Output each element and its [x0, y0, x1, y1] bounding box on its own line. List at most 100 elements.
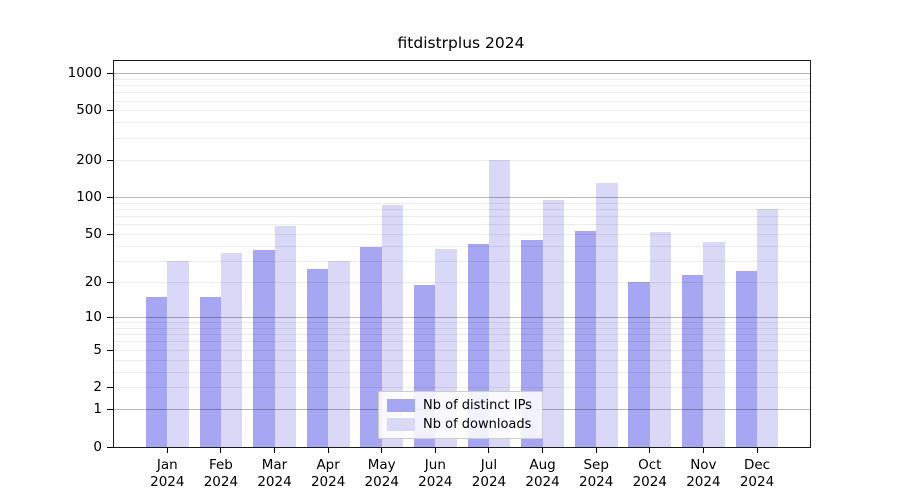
x-axis-tick-label: Mar 2024	[257, 457, 292, 490]
y-axis-tick-label: 500	[76, 102, 102, 119]
grid-line-minor	[114, 78, 810, 80]
grid-line-minor	[114, 159, 810, 161]
grid-line-minor	[114, 359, 810, 361]
legend-swatch-downloads	[387, 418, 415, 431]
grid-line-minor	[114, 371, 810, 373]
y-axis-tick	[107, 316, 113, 318]
bar-distinct-ips	[199, 297, 221, 447]
bar-distinct-ips	[574, 231, 597, 447]
bar-downloads	[757, 209, 779, 447]
grid-line-minor	[114, 122, 810, 124]
grid-line-minor	[114, 202, 810, 204]
grid-line-minor	[114, 281, 810, 283]
bar-downloads	[328, 261, 350, 447]
grid-line-minor	[114, 322, 810, 324]
bar-downloads	[167, 261, 189, 447]
x-axis-tick	[649, 448, 651, 453]
grid-line-minor	[114, 233, 810, 235]
x-axis-tick-label: May 2024	[364, 457, 399, 490]
y-axis-tick	[107, 349, 113, 351]
x-axis-tick	[756, 448, 758, 453]
x-axis-tick-label: Oct 2024	[632, 457, 667, 490]
y-axis-tick-label: 0	[93, 438, 102, 455]
y-axis-tick-label: 100	[76, 189, 102, 206]
bar-distinct-ips	[253, 250, 275, 447]
x-axis-tick-label: Feb 2024	[203, 457, 239, 490]
y-axis-tick-label: 1000	[67, 64, 102, 81]
bar-downloads	[274, 226, 296, 447]
legend-item-distinct-ips: Nb of distinct IPs	[387, 398, 532, 413]
legend: Nb of distinct IPs Nb of downloads	[378, 391, 543, 439]
grid-line-minor	[114, 84, 810, 86]
x-axis-tick-label: Aug 2024	[525, 457, 560, 490]
x-axis-tick	[327, 448, 329, 453]
grid-line-minor	[114, 224, 810, 226]
grid-line-major	[114, 316, 810, 318]
y-axis-tick-label: 200	[76, 151, 102, 168]
grid-line-minor	[114, 387, 810, 389]
bar-distinct-ips	[628, 282, 650, 447]
grid-line-minor	[114, 341, 810, 343]
grid-line-minor	[114, 327, 810, 329]
y-axis-tick-label: 5	[93, 341, 102, 358]
x-axis-tick-label: Apr 2024	[310, 457, 346, 490]
grid-line-minor	[114, 92, 810, 94]
y-axis-tick-label: 10	[84, 308, 102, 325]
legend-label-distinct-ips: Nb of distinct IPs	[423, 398, 532, 413]
grid-line-minor	[114, 260, 810, 262]
y-axis-tick-label: 50	[84, 225, 102, 242]
y-axis-tick-label: 20	[84, 273, 102, 290]
x-axis-tick	[434, 448, 436, 453]
legend-label-downloads: Nb of downloads	[423, 417, 532, 432]
grid-line-minor	[114, 245, 810, 247]
legend-item-downloads: Nb of downloads	[387, 417, 532, 432]
bar-downloads	[488, 160, 511, 447]
legend-swatch-distinct-ips	[387, 399, 415, 412]
y-axis-tick-label: 2	[93, 379, 102, 396]
x-axis-tick	[542, 448, 544, 453]
x-axis-tick	[274, 448, 276, 453]
grid-line-minor	[114, 110, 810, 112]
y-axis-tick	[107, 197, 113, 199]
x-axis-tick	[166, 448, 168, 453]
grid-line-major	[114, 197, 810, 199]
bar-downloads	[649, 232, 672, 447]
y-axis-tick	[107, 110, 113, 112]
y-axis-tick	[107, 409, 113, 411]
x-axis-tick	[381, 448, 383, 453]
grid-line-minor	[114, 208, 810, 210]
y-axis-tick	[107, 446, 113, 448]
y-axis-tick	[107, 281, 113, 283]
x-axis-tick	[220, 448, 222, 453]
bar-downloads	[542, 199, 564, 447]
x-axis-tick-label: Jan 2024	[150, 457, 185, 490]
chart-title: fitdistrplus 2024	[397, 34, 525, 52]
grid-line-minor	[114, 349, 810, 351]
bar-distinct-ips	[735, 270, 757, 447]
bar-downloads	[381, 205, 404, 447]
plot-area: Nb of distinct IPs Nb of downloads 0 1 2 5 1…	[68, 60, 811, 490]
x-axis-tick-label: Jul 2024	[471, 457, 507, 490]
grid-line-minor	[114, 137, 810, 139]
grid-line-major	[114, 72, 810, 74]
x-axis-tick	[702, 448, 704, 453]
bar-downloads	[703, 242, 725, 447]
bar-downloads	[220, 253, 243, 447]
bar-distinct-ips	[306, 268, 329, 447]
bar-distinct-ips	[360, 247, 382, 447]
x-axis-tick	[488, 448, 490, 453]
x-axis-tick-label: Dec 2024	[739, 457, 775, 490]
grid-line-minor	[114, 100, 810, 102]
y-axis-tick	[107, 387, 113, 389]
bar-distinct-ips	[145, 297, 168, 447]
x-axis-tick	[595, 448, 597, 453]
y-axis-tick	[107, 159, 113, 161]
y-axis-tick-label: 1	[93, 401, 102, 418]
grid-line-minor	[114, 216, 810, 218]
grid-line-minor	[114, 334, 810, 336]
bar-downloads	[596, 183, 618, 447]
x-axis-tick-label: Nov 2024	[686, 457, 721, 490]
bar-distinct-ips	[682, 275, 704, 447]
x-axis-tick-label: Jun 2024	[418, 457, 453, 490]
